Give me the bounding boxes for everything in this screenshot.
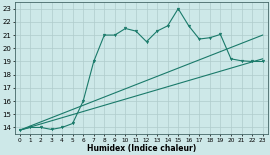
X-axis label: Humidex (Indice chaleur): Humidex (Indice chaleur)	[87, 144, 196, 153]
